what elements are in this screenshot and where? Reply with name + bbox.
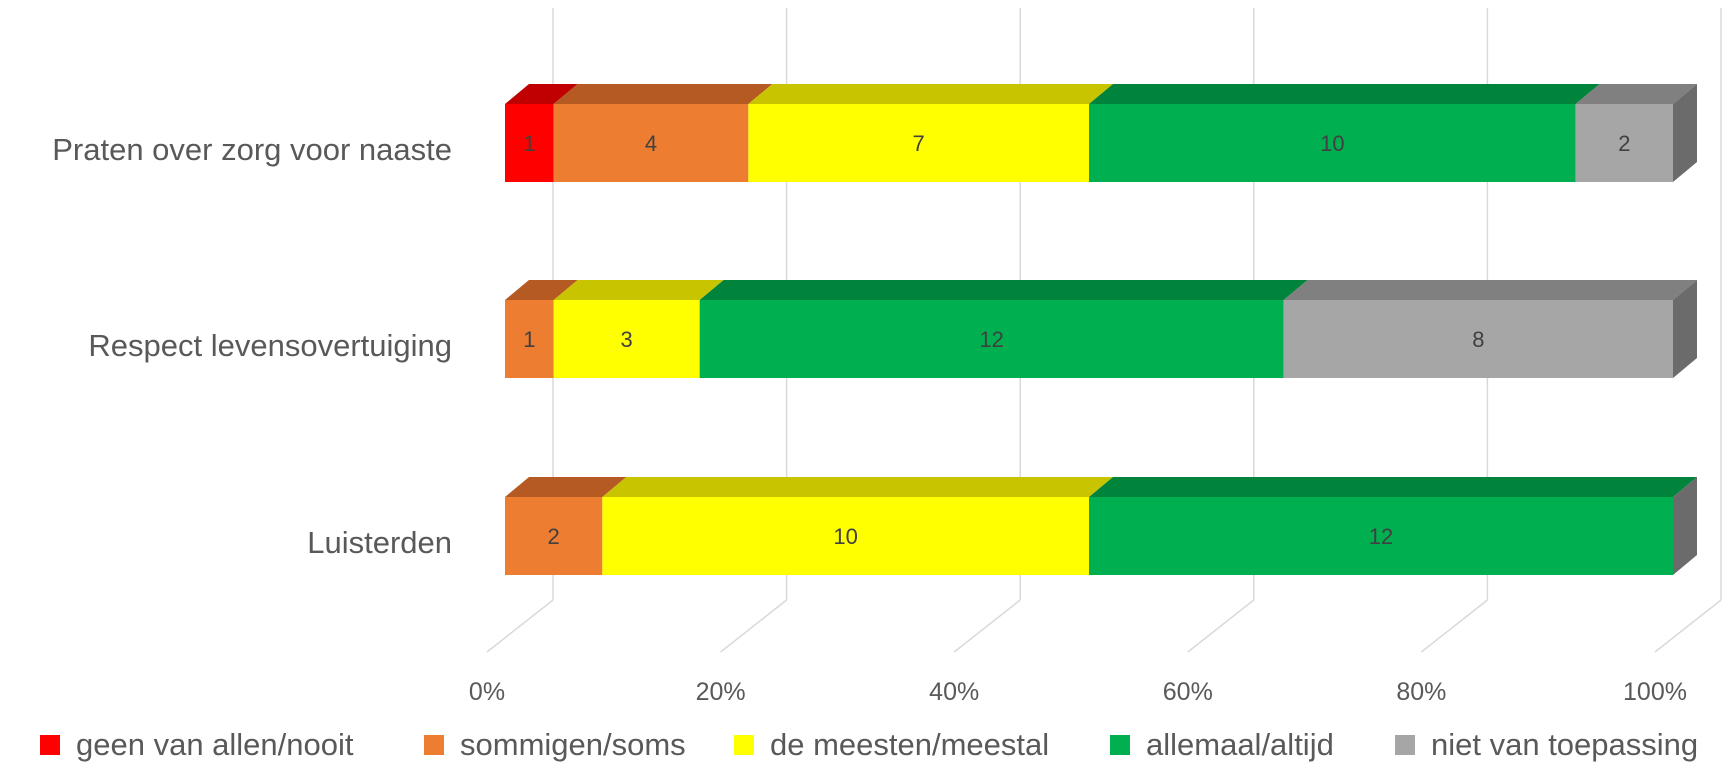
bar-front-face	[602, 497, 1089, 575]
bar-segment	[1283, 280, 1697, 378]
bar-side-face	[1673, 280, 1697, 378]
value-label: 12	[979, 327, 1003, 352]
value-label: 3	[621, 327, 633, 352]
bar-top-face	[699, 280, 1308, 300]
bar-front-face	[1089, 104, 1576, 182]
bar-front-face	[1575, 104, 1673, 182]
x-tick-label: 20%	[696, 678, 746, 706]
bar-segment	[1089, 477, 1697, 575]
bar-segment	[602, 477, 1113, 575]
bar-segment	[1089, 84, 1600, 182]
bar-top-face	[1283, 280, 1697, 300]
legend-label: geen van allen/nooit	[76, 727, 354, 762]
legend-item: allemaal/altijd	[1110, 727, 1334, 762]
value-label: 1	[523, 131, 535, 156]
value-label: 2	[548, 524, 560, 549]
bar-front-face	[1089, 497, 1673, 575]
category-label: Praten over zorg voor naaste	[52, 132, 452, 167]
legend-label: sommigen/soms	[460, 727, 686, 762]
legend-label: de meesten/meestal	[770, 727, 1049, 762]
legend: geen van allen/nooit sommigen/soms de mees…	[40, 727, 1698, 762]
bars	[505, 84, 1697, 575]
legend-item: geen van allen/nooit	[40, 727, 354, 762]
bar-top-face	[505, 477, 627, 497]
bar-segment	[505, 280, 578, 378]
legend-swatch	[734, 735, 754, 755]
x-tick-label: 60%	[1163, 678, 1213, 706]
bar-front-face	[505, 104, 554, 182]
bar-segment	[553, 84, 773, 182]
bar-top-face	[505, 280, 578, 300]
bar-top-face	[602, 477, 1113, 497]
legend-swatch	[40, 735, 60, 755]
bar-segment	[748, 84, 1113, 182]
bar-top-face	[1089, 84, 1600, 104]
bar-top-face	[748, 84, 1113, 104]
gridline-floor-3	[1187, 599, 1255, 653]
bar-front-face	[699, 300, 1284, 378]
category-labels: Praten over zorg voor naaste Respect leve…	[52, 132, 452, 560]
x-tick-label: 80%	[1396, 678, 1446, 706]
bar-top-face	[553, 84, 773, 104]
x-tick-label: 40%	[929, 678, 979, 706]
legend-item: sommigen/soms	[424, 727, 686, 762]
bar-segment	[505, 84, 578, 182]
x-axis-ticks: 0% 20% 40% 60% 80% 100%	[469, 678, 1687, 706]
legend-swatch	[1110, 735, 1130, 755]
value-label: 10	[1320, 131, 1344, 156]
bar-front-face	[1283, 300, 1673, 378]
x-tick-label: 0%	[469, 678, 505, 706]
gridline-floor-1	[720, 599, 788, 653]
legend-item: niet van toepassing	[1395, 727, 1698, 762]
bar-segment	[505, 477, 627, 575]
value-label: 2	[1618, 131, 1630, 156]
category-label: Luisterden	[307, 525, 452, 560]
bar-front-face	[553, 104, 749, 182]
gridline-floor-0	[486, 599, 554, 653]
bar-segment	[1575, 84, 1697, 182]
legend-swatch	[1395, 735, 1415, 755]
x-tick-label: 100%	[1623, 678, 1687, 706]
value-label: 7	[913, 131, 925, 156]
legend-item: de meesten/meestal	[734, 727, 1049, 762]
value-label: 12	[1369, 524, 1393, 549]
value-label: 8	[1472, 327, 1484, 352]
legend-label: niet van toepassing	[1431, 727, 1698, 762]
value-label: 10	[833, 524, 857, 549]
bar-front-face	[505, 300, 554, 378]
value-label: 4	[645, 131, 657, 156]
value-labels: 1 4 7 10 2 1 3 12 8 2 10 12	[523, 131, 1630, 549]
gridline-floor-5	[1654, 599, 1722, 653]
bar-segment	[553, 280, 724, 378]
bar-top-face	[1089, 477, 1697, 497]
value-label: 1	[523, 327, 535, 352]
legend-swatch	[424, 735, 444, 755]
bar-top-face	[1575, 84, 1697, 104]
bar-top-face	[505, 84, 578, 104]
category-label: Respect levensovertuiging	[88, 328, 452, 363]
bar-side-face	[1673, 84, 1697, 182]
bar-side-face	[1673, 477, 1697, 575]
gridline-floor-4	[1420, 599, 1488, 653]
legend-label: allemaal/altijd	[1146, 727, 1334, 762]
bar-top-face	[553, 280, 724, 300]
gridline-floor-2	[953, 599, 1021, 653]
bar-front-face	[505, 497, 603, 575]
bar-segment	[699, 280, 1308, 378]
bar-front-face	[553, 300, 700, 378]
bar-front-face	[748, 104, 1089, 182]
